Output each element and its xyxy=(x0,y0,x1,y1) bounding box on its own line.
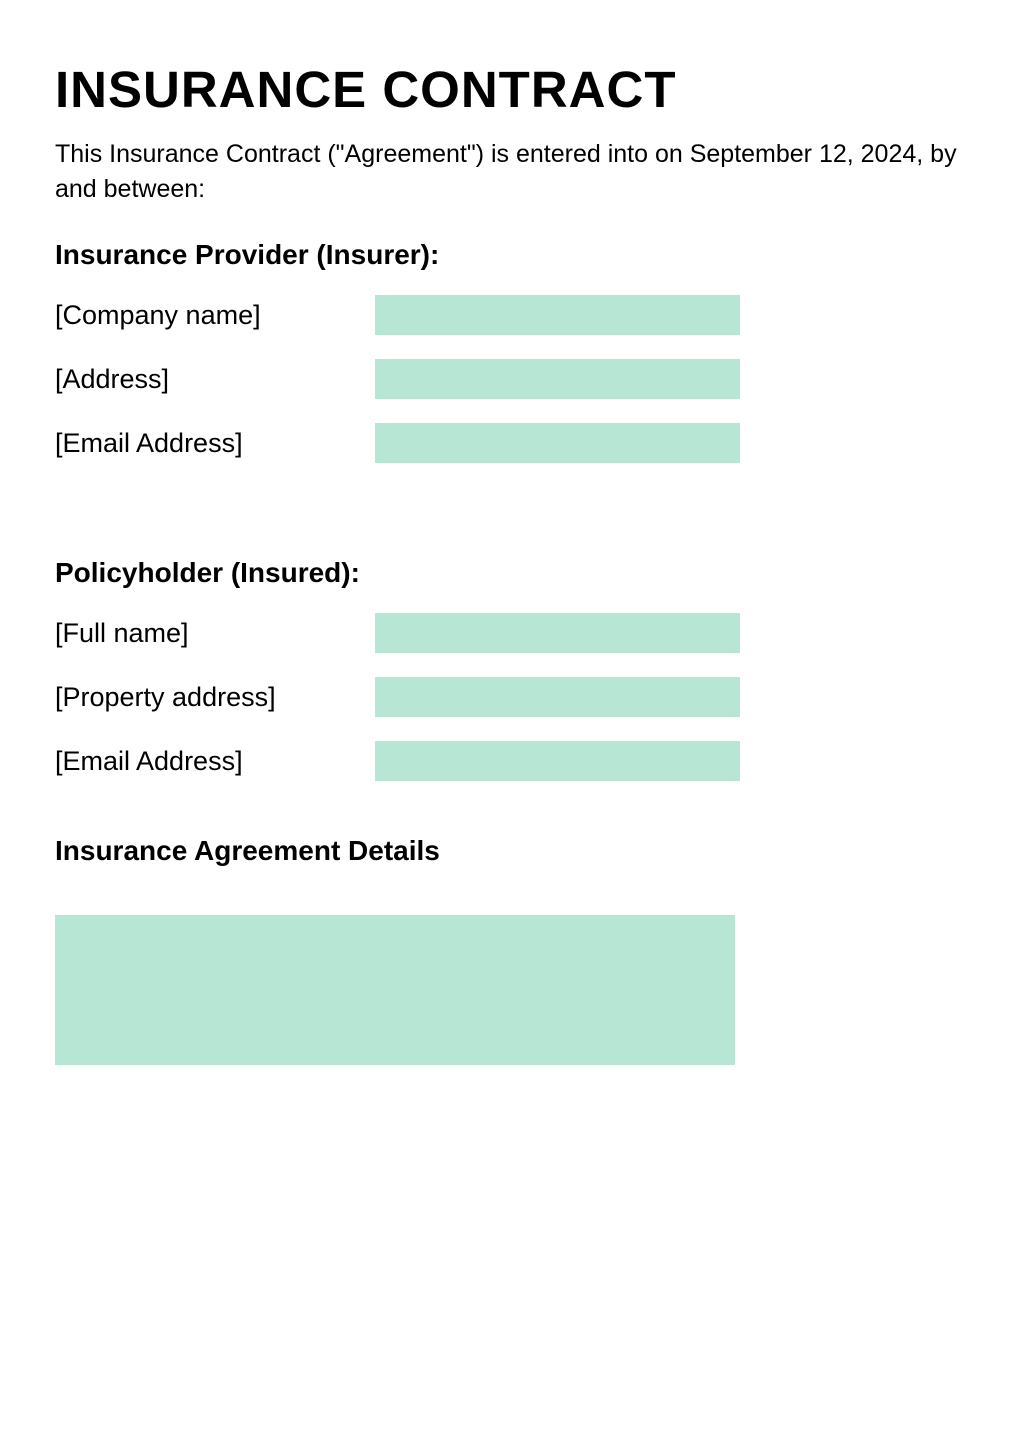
document-title: INSURANCE CONTRACT xyxy=(55,60,969,119)
insurer-email-input[interactable] xyxy=(375,423,740,463)
insured-name-label: [Full name] xyxy=(55,618,375,649)
insured-name-row: [Full name] xyxy=(55,613,969,653)
insurer-heading: Insurance Provider (Insurer): xyxy=(55,239,969,271)
details-input[interactable] xyxy=(55,915,735,1065)
intro-text: This Insurance Contract ("Agreement") is… xyxy=(55,137,969,207)
insured-email-row: [Email Address] xyxy=(55,741,969,781)
insured-property-label: [Property address] xyxy=(55,682,375,713)
insurer-company-row: [Company name] xyxy=(55,295,969,335)
insurer-address-label: [Address] xyxy=(55,364,375,395)
insured-email-label: [Email Address] xyxy=(55,746,375,777)
details-heading: Insurance Agreement Details xyxy=(55,835,969,867)
insurer-address-input[interactable] xyxy=(375,359,740,399)
insurer-email-row: [Email Address] xyxy=(55,423,969,463)
insured-name-input[interactable] xyxy=(375,613,740,653)
insured-heading: Policyholder (Insured): xyxy=(55,557,969,589)
insured-email-input[interactable] xyxy=(375,741,740,781)
insurer-company-label: [Company name] xyxy=(55,300,375,331)
insured-property-row: [Property address] xyxy=(55,677,969,717)
insurer-email-label: [Email Address] xyxy=(55,428,375,459)
insurer-company-input[interactable] xyxy=(375,295,740,335)
insurer-address-row: [Address] xyxy=(55,359,969,399)
insured-property-input[interactable] xyxy=(375,677,740,717)
